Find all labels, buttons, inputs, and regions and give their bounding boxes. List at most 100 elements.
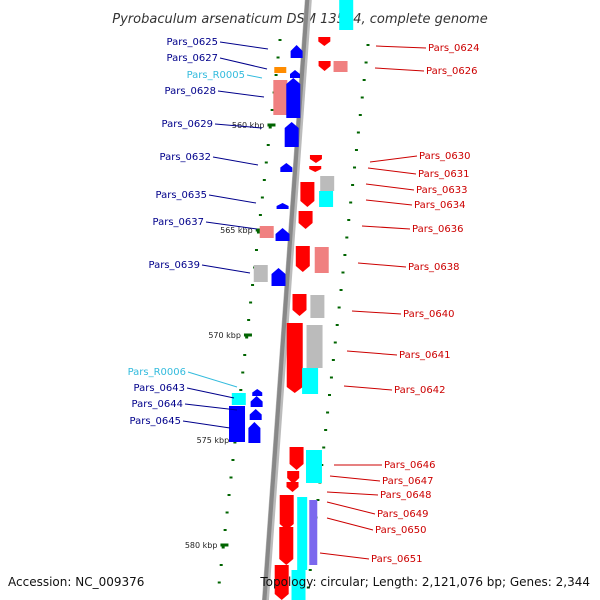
feature-box [320, 176, 335, 191]
gene-arrow-reverse [289, 447, 304, 470]
feature-box [305, 450, 322, 483]
gene-label: Pars_0641 [399, 350, 450, 361]
feature-box [273, 80, 288, 115]
gene-arrow-forward [250, 396, 263, 407]
topology-text: Topology: circular; Length: 2,121,076 bp… [259, 575, 590, 589]
gene-arrow-reverse [279, 495, 294, 530]
gene-label: Pars_0627 [167, 53, 218, 64]
gene-arrow-forward [271, 268, 286, 286]
feature-box [274, 67, 287, 73]
gene-label: Pars_0645 [130, 416, 181, 427]
gene-arrow-reverse [292, 294, 307, 316]
feature-box [291, 570, 306, 600]
connector-line [182, 420, 231, 429]
gene-label: Pars_0650 [375, 525, 426, 536]
map-title: Pyrobaculum arsenaticum DSM 13514, compl… [112, 12, 487, 27]
connector-line [375, 45, 427, 49]
connector-line [365, 183, 415, 191]
connector-line [186, 387, 235, 399]
feature-box [339, 0, 354, 30]
scale-tick-label: 565 kbp [220, 226, 253, 235]
gene-arrow-reverse [298, 211, 313, 229]
feature-box [259, 226, 274, 238]
gene-label: Pars_0632 [160, 152, 211, 163]
gene-label: Pars_0628 [165, 86, 216, 97]
connector-line [367, 167, 417, 175]
gene-arrow-forward [286, 78, 301, 118]
gene-label: Pars_0636 [412, 224, 463, 235]
gene-arrow-forward [284, 122, 299, 147]
gene-label: Pars_0647 [382, 476, 433, 487]
gene-label: Pars_0642 [394, 385, 445, 396]
connector-line [351, 310, 402, 315]
gene-arrow-forward [280, 163, 293, 172]
gene-arrow-reverse [287, 471, 300, 484]
backbone-line [262, 0, 310, 600]
gene-arrow-forward [252, 389, 263, 396]
connector-line [187, 371, 238, 388]
feature-box [297, 497, 308, 570]
connector-line [184, 403, 238, 411]
gene-label: Pars_0638 [408, 262, 459, 273]
gene-arrow-reverse [286, 323, 303, 393]
feature-box [253, 265, 268, 282]
feature-box [333, 61, 348, 72]
gene-label: Pars_0635 [156, 190, 207, 201]
connector-line [346, 350, 398, 356]
gene-label: Pars_0626 [426, 66, 477, 77]
accession-text: Accession: NC_009376 [8, 575, 144, 589]
connector-line [369, 155, 418, 163]
connector-line [326, 491, 379, 496]
gene-arrow-reverse [309, 155, 322, 163]
gene-label: Pars_0649 [377, 509, 428, 520]
scale-tick-label: 580 kbp [185, 541, 218, 550]
gene-label: Pars_0648 [380, 490, 431, 501]
connector-line [326, 501, 376, 515]
feature-box [309, 500, 318, 565]
gene-arrow-forward [275, 228, 290, 241]
connector-line [319, 552, 370, 560]
connector-line [361, 225, 411, 230]
connector-line [212, 156, 259, 166]
feature-box [302, 368, 319, 394]
connector-line [205, 221, 258, 230]
gene-label: Pars_0633 [416, 185, 467, 196]
gene-label: Pars_0625 [167, 37, 218, 48]
gene-label: Pars_0629 [162, 119, 213, 130]
connector-line [219, 41, 269, 50]
gene-label: Pars_0634 [414, 200, 465, 211]
feature-box [310, 295, 325, 318]
gene-label: Pars_0643 [134, 383, 185, 394]
connector-line [343, 385, 393, 391]
gene-label: Pars_0644 [132, 399, 183, 410]
feature-box [306, 325, 323, 368]
gene-label: Pars_0630 [419, 151, 470, 162]
gene-label: Pars_R0006 [128, 367, 186, 378]
gene-label: Pars_0646 [384, 460, 435, 471]
gene-arrow-forward [290, 70, 301, 78]
gene-arrow-forward [276, 203, 289, 209]
feature-box [229, 406, 246, 442]
gene-label: Pars_0651 [371, 554, 422, 565]
feature-tracks [229, 0, 354, 600]
gene-arrow-reverse [300, 182, 315, 207]
label-connectors [182, 41, 427, 560]
connector-line [208, 194, 257, 204]
gene-arrow-reverse [274, 565, 289, 600]
gene-arrow-reverse [295, 246, 310, 272]
connector-line [217, 90, 265, 98]
feature-box [319, 191, 334, 207]
connector-line [214, 123, 263, 129]
gene-arrow-reverse [318, 37, 331, 46]
gene-labels: Pars_0625 Pars_0627 Pars_R0005 Pars_0628 Par… [128, 37, 480, 565]
gene-arrow-forward [290, 45, 303, 58]
connector-line [201, 264, 251, 274]
scale-tick-label: 570 kbp [208, 331, 241, 340]
connector-line [219, 57, 268, 70]
gene-label: Pars_0640 [403, 309, 454, 320]
gene-arrow-forward [248, 422, 261, 443]
connector-line [374, 67, 425, 72]
feature-box [231, 393, 246, 405]
connector-line [326, 517, 374, 531]
